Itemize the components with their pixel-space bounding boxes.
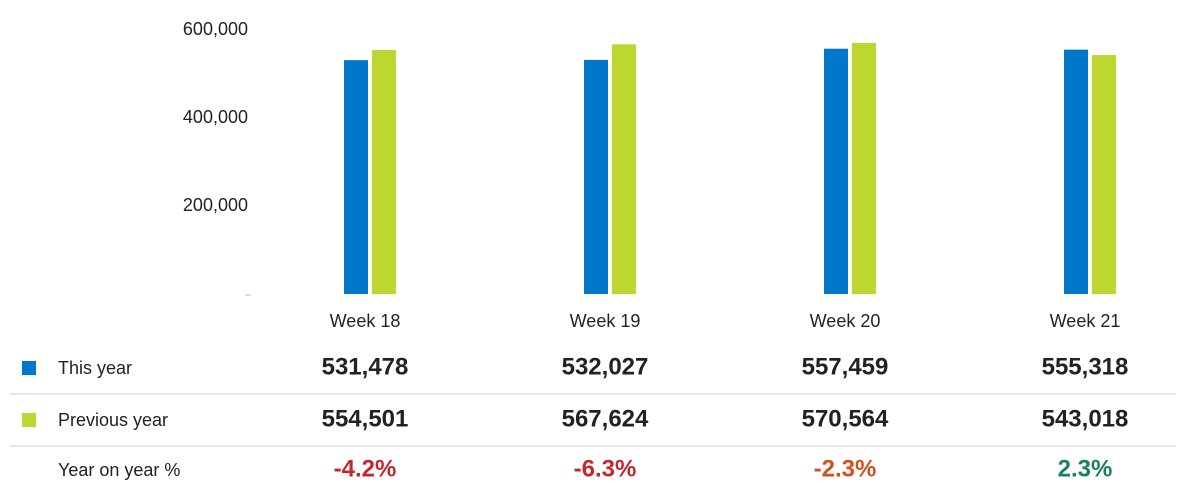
table-value: 555,318 bbox=[1042, 353, 1129, 380]
yoy-value: -4.2% bbox=[334, 455, 397, 482]
x-tick-label: Week 21 bbox=[1050, 311, 1121, 331]
legend-swatch bbox=[22, 413, 36, 427]
legend-label: This year bbox=[58, 358, 132, 378]
bar bbox=[1092, 55, 1116, 294]
legend-label: Previous year bbox=[58, 410, 168, 430]
table-value: 554,501 bbox=[322, 405, 409, 432]
table-value: 557,459 bbox=[802, 353, 889, 380]
y-tick-label: 400,000 bbox=[183, 107, 248, 127]
bar bbox=[344, 60, 368, 294]
y-tick-label: 200,000 bbox=[183, 195, 248, 215]
table-value: 531,478 bbox=[322, 353, 409, 380]
bar bbox=[852, 42, 876, 294]
table-value: 570,564 bbox=[802, 405, 889, 432]
x-tick-label: Week 19 bbox=[570, 311, 641, 331]
bar bbox=[1064, 49, 1088, 294]
bar bbox=[612, 44, 636, 295]
bar bbox=[824, 48, 848, 294]
row-label: Year on year % bbox=[58, 460, 180, 480]
x-tick-label: Week 18 bbox=[330, 311, 401, 331]
yoy-value: 2.3% bbox=[1058, 455, 1113, 482]
legend-swatch bbox=[22, 361, 36, 375]
table-value: 543,018 bbox=[1042, 405, 1129, 432]
bar bbox=[372, 50, 396, 294]
yoy-value: -6.3% bbox=[574, 455, 637, 482]
x-tick-label: Week 20 bbox=[810, 311, 881, 331]
table-value: 567,624 bbox=[562, 405, 649, 432]
table-value: 532,027 bbox=[562, 353, 649, 380]
y-tick-label: 600,000 bbox=[183, 19, 248, 39]
bar bbox=[584, 59, 608, 295]
yoy-value: -2.3% bbox=[814, 455, 877, 482]
